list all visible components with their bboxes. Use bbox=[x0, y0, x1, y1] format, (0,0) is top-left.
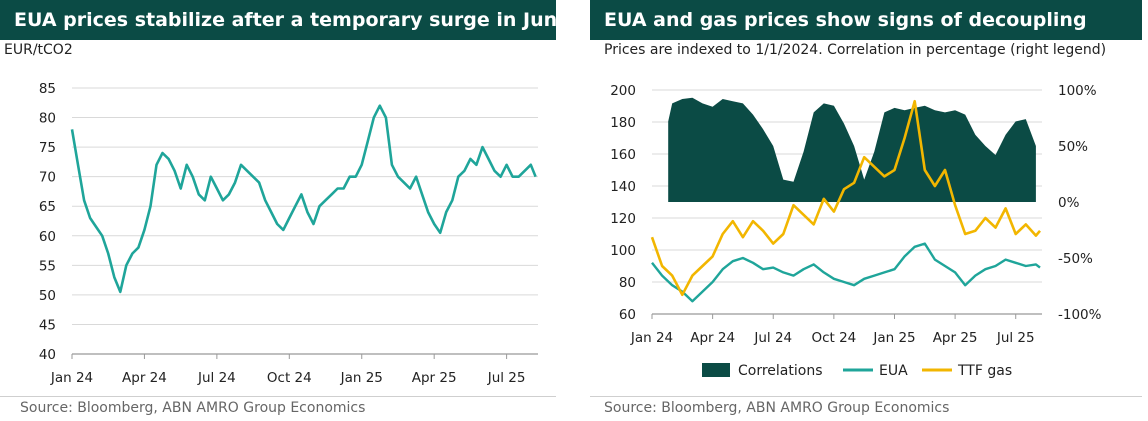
left-y-tick-label: 70 bbox=[39, 170, 56, 186]
left-chart-canvas: 40 45 50 55 60 65 70 75 80 85 Jan 24 Apr 24 Jul 24 O… bbox=[39, 81, 538, 386]
right-x-tick-label: Apr 25 bbox=[933, 330, 978, 346]
left-y-tick-label: 40 bbox=[39, 347, 56, 363]
right-x-tick-label: Jan 25 bbox=[872, 330, 915, 346]
right-chart-canvas: 60 80 100 120 140 160 180 200 100% 50% 0% -50% -100… bbox=[610, 83, 1102, 379]
left-y-tick-label: 45 bbox=[39, 317, 56, 333]
left-x-tick-label: Oct 24 bbox=[267, 370, 312, 386]
right-y2-tick-label: 0% bbox=[1058, 195, 1080, 211]
left-y-tick-label: 80 bbox=[39, 111, 56, 127]
right-y-tick-label: 160 bbox=[610, 147, 636, 163]
left-y-tick-label: 65 bbox=[39, 199, 56, 215]
right-x-tick-label: Jul 24 bbox=[753, 330, 792, 346]
right-right-y-axis: 100% 50% 0% -50% -100% bbox=[1058, 83, 1102, 323]
right-y-tick-label: 60 bbox=[619, 307, 636, 323]
right-chart-panel: EUA and gas prices show signs of decoupl… bbox=[590, 0, 1148, 421]
correlation-area bbox=[668, 97, 1036, 202]
left-y-tick-label: 85 bbox=[39, 81, 56, 97]
left-source-note: Source: Bloomberg, ABN AMRO Group Econom… bbox=[20, 400, 366, 416]
right-subtitle: Prices are indexed to 1/1/2024. Correlat… bbox=[604, 42, 1107, 58]
right-left-y-axis: 60 80 100 120 140 160 180 200 bbox=[610, 83, 636, 323]
left-unit-label: EUR/tCO2 bbox=[4, 42, 73, 58]
left-x-tick-label: Jan 24 bbox=[50, 370, 93, 386]
left-x-tick-label: Jan 25 bbox=[340, 370, 383, 386]
right-x-axis: Jan 24 Apr 24 Jul 24 Oct 24 Jan 25 Apr 25 Jul … bbox=[630, 314, 1035, 346]
right-y2-tick-label: 50% bbox=[1058, 139, 1088, 155]
right-y-tick-label: 180 bbox=[610, 115, 636, 131]
right-y-tick-label: 140 bbox=[610, 179, 636, 195]
left-y-tick-label: 55 bbox=[39, 258, 56, 274]
left-chart-title: EUA prices stabilize after a temporary s… bbox=[0, 0, 556, 40]
right-y2-tick-label: -50% bbox=[1058, 251, 1093, 267]
right-y-tick-label: 120 bbox=[610, 211, 636, 227]
legend-label: TTF gas bbox=[957, 363, 1012, 379]
legend-swatch-correlations bbox=[702, 363, 730, 377]
left-gridlines bbox=[72, 87, 538, 355]
right-y-tick-label: 100 bbox=[610, 243, 636, 259]
left-y-tick-label: 75 bbox=[39, 140, 56, 156]
legend-label: EUA bbox=[879, 363, 908, 379]
right-y-tick-label: 200 bbox=[610, 83, 636, 99]
eua-index-line bbox=[651, 242, 1041, 303]
right-source-note: Source: Bloomberg, ABN AMRO Group Econom… bbox=[604, 400, 950, 416]
right-chart-title: EUA and gas prices show signs of decoupl… bbox=[590, 0, 1142, 40]
left-divider bbox=[0, 396, 556, 397]
right-legend: Correlations EUA TTF gas bbox=[702, 363, 1012, 379]
left-x-tick-label: Jul 24 bbox=[197, 370, 236, 386]
right-x-tick-label: Jul 25 bbox=[996, 330, 1035, 346]
left-y-tick-label: 60 bbox=[39, 229, 56, 245]
left-y-tick-label: 50 bbox=[39, 288, 56, 304]
left-x-axis: Jan 24 Apr 24 Jul 24 Oct 24 Jan 25 Apr 25 Jul … bbox=[50, 354, 526, 386]
right-y-tick-label: 80 bbox=[619, 275, 636, 291]
right-y2-tick-label: -100% bbox=[1058, 307, 1102, 323]
ttf-gas-line bbox=[650, 99, 1041, 297]
legend-label: Correlations bbox=[738, 363, 823, 379]
left-x-tick-label: Apr 25 bbox=[412, 370, 457, 386]
left-x-tick-label: Jul 25 bbox=[487, 370, 526, 386]
right-x-tick-label: Apr 24 bbox=[690, 330, 735, 346]
right-y2-tick-label: 100% bbox=[1058, 83, 1097, 99]
left-x-tick-label: Apr 24 bbox=[122, 370, 167, 386]
right-x-tick-label: Oct 24 bbox=[811, 330, 856, 346]
left-y-axis: 40 45 50 55 60 65 70 75 80 85 bbox=[39, 81, 56, 363]
right-divider bbox=[590, 396, 1142, 397]
eua-price-line bbox=[70, 104, 537, 294]
right-x-tick-label: Jan 24 bbox=[630, 330, 673, 346]
left-chart-panel: EUA prices stabilize after a temporary s… bbox=[0, 0, 556, 421]
